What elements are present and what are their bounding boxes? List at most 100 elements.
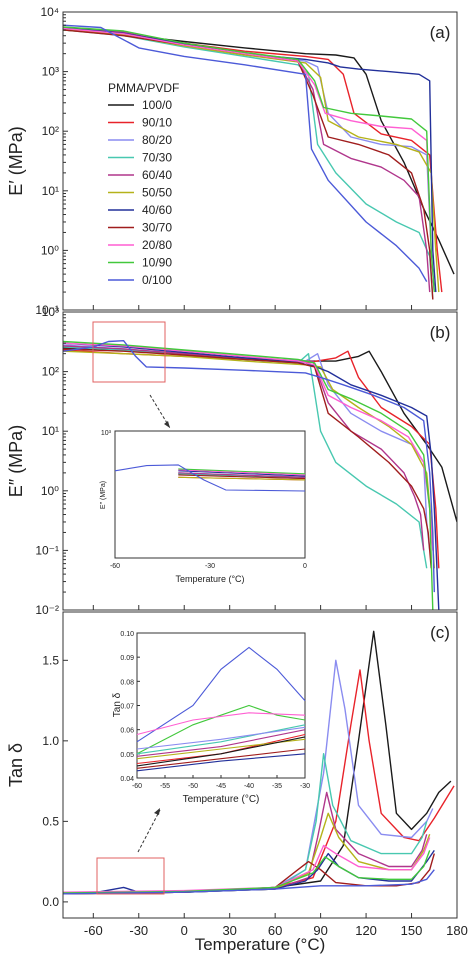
y-tick-label: 1.5 xyxy=(42,653,59,667)
zoom-arrowhead xyxy=(154,808,160,815)
inset-y-tick-label: 0.10 xyxy=(120,631,134,638)
series-line-50-50 xyxy=(63,350,435,569)
series-line-40-60 xyxy=(63,850,435,895)
inset-x-axis-label: Temperature (°C) xyxy=(175,574,244,584)
series-line-60-40 xyxy=(63,26,431,293)
x-tick-label: 120 xyxy=(355,923,377,938)
y-tick-label: 10¹ xyxy=(42,424,59,438)
zoom-arrowhead xyxy=(164,421,170,428)
series-line-0-100 xyxy=(63,869,435,895)
panel-b: 10⁻² 10⁻¹ 10⁰ 10¹ 10² 10³ E″ (MPa) (b) 10³ -60 -30… xyxy=(6,305,458,617)
legend-entry: 70/30 xyxy=(142,151,172,165)
series-line-40-60 xyxy=(63,342,440,610)
inset-y-tick-label: 0.06 xyxy=(120,728,134,735)
y-tick-label: 10³ xyxy=(42,65,59,79)
inset-line-40-60 xyxy=(136,753,306,772)
y-tick-label: 10³ xyxy=(42,305,59,319)
series-line-50-50 xyxy=(63,29,440,293)
x-tick-label: 0 xyxy=(181,923,188,938)
inset-line-20-80 xyxy=(136,712,306,736)
panel-label: (b) xyxy=(430,323,451,342)
inset-line-30-70 xyxy=(136,748,306,769)
legend-entry: 60/40 xyxy=(142,168,172,182)
inset-line-80-20 xyxy=(136,726,306,750)
series-line-10-90 xyxy=(63,850,431,894)
legend-entry: 10/90 xyxy=(142,256,172,270)
x-tick-label: -30 xyxy=(129,923,148,938)
series-line-20-80 xyxy=(63,27,435,293)
y-axis-label: Tan δ xyxy=(6,743,26,787)
inset-line-0-100 xyxy=(136,646,306,743)
inset-x-tick-label: -60 xyxy=(110,563,120,570)
plot-frame xyxy=(62,311,458,611)
x-tick-label: -60 xyxy=(84,923,103,938)
y-tick-label: 10⁻¹ xyxy=(35,543,59,557)
y-tick-label: 10⁻¹ xyxy=(35,303,59,317)
inset-x-axis-label: Temperature (°C) xyxy=(183,794,260,805)
y-axis-label: E″ (MPa) xyxy=(6,425,26,497)
series-line-40-60 xyxy=(63,27,437,293)
y-tick-label: 10⁻² xyxy=(35,603,59,617)
inset-x-tick-label: -30 xyxy=(205,563,215,570)
legend-entry: 50/50 xyxy=(142,186,172,200)
panel-label: (a) xyxy=(430,23,451,42)
inset-x-tick-label: -30 xyxy=(300,783,310,790)
series-line-60-40 xyxy=(63,345,425,551)
inset-line-40-60 xyxy=(178,470,306,477)
series-line-0-100 xyxy=(63,340,435,593)
y-tick-label: 0.5 xyxy=(42,814,59,828)
x-tick-label: 180 xyxy=(446,923,468,938)
inset-line-10-90 xyxy=(136,704,306,755)
series-group xyxy=(63,24,455,300)
inset-y-tick-label: 10³ xyxy=(101,430,112,437)
series-group xyxy=(63,630,455,895)
inset-x-tick-label: -45 xyxy=(216,783,226,790)
zoom-box xyxy=(96,857,165,895)
inset-line-0-100 xyxy=(114,464,306,492)
series-line-70-30 xyxy=(63,29,434,300)
legend-entry: 30/70 xyxy=(142,221,172,235)
legend-entry: 100/0 xyxy=(142,98,172,112)
x-tick-label: 30 xyxy=(222,923,236,938)
inset-x-tick-label: -35 xyxy=(272,783,282,790)
inset-y-axis-label: Tan δ xyxy=(112,692,123,717)
series-line-10-90 xyxy=(63,340,434,610)
series-line-90-10 xyxy=(63,28,443,293)
y-tick-label: 10⁰ xyxy=(41,484,59,498)
inset-y-tick-label: 0.07 xyxy=(120,704,134,711)
x-axis-label: Temperature (°C) xyxy=(195,935,326,954)
x-tick-label: 150 xyxy=(401,923,423,938)
y-axis-label: E′ (MPa) xyxy=(6,126,26,195)
inset-y-tick-label: 0.04 xyxy=(120,776,134,783)
plot-frame xyxy=(62,11,458,311)
y-tick-label: 10⁴ xyxy=(40,5,59,19)
inset-y-tick-label: 0.05 xyxy=(120,752,134,759)
inset-frame xyxy=(114,430,306,559)
legend-title: PMMA/PVDF xyxy=(108,81,179,95)
inset-x-tick-label: -40 xyxy=(244,783,254,790)
inset-y-axis-label: E″ (MPa) xyxy=(100,481,107,509)
y-tick-label: 10¹ xyxy=(42,184,59,198)
x-tick-label: 90 xyxy=(313,923,327,938)
x-tick-label: 60 xyxy=(268,923,282,938)
zoom-arrow xyxy=(137,809,161,853)
legend-entry: 20/80 xyxy=(142,238,172,252)
y-tick-label: 1.0 xyxy=(42,734,59,748)
legend-entry: 40/60 xyxy=(142,203,172,217)
inset-x-tick-label: -50 xyxy=(188,783,198,790)
zoom-box xyxy=(92,321,166,383)
inset-x-tick-label: -55 xyxy=(160,783,170,790)
inset-y-tick-label: 0.08 xyxy=(120,679,134,686)
inset-y-tick-label: 0.09 xyxy=(120,655,134,662)
legend-entry: 90/10 xyxy=(142,116,172,130)
legend-entry: 0/100 xyxy=(142,273,172,287)
panel-label: (c) xyxy=(430,623,450,642)
series-line-0-100 xyxy=(63,24,428,282)
inset-line-100-0 xyxy=(136,736,306,767)
y-tick-label: 10² xyxy=(42,124,59,138)
panel-a: 10⁻¹ 10⁰ 10¹ 10² 10³ 10⁴ E′ (MPa) (a) PMMA/PVDF 1… xyxy=(6,5,458,317)
y-tick-label: 10² xyxy=(42,365,59,379)
series-group xyxy=(63,340,457,610)
inset-x-tick-label: -60 xyxy=(132,783,142,790)
y-tick-label: 0.0 xyxy=(42,895,59,909)
